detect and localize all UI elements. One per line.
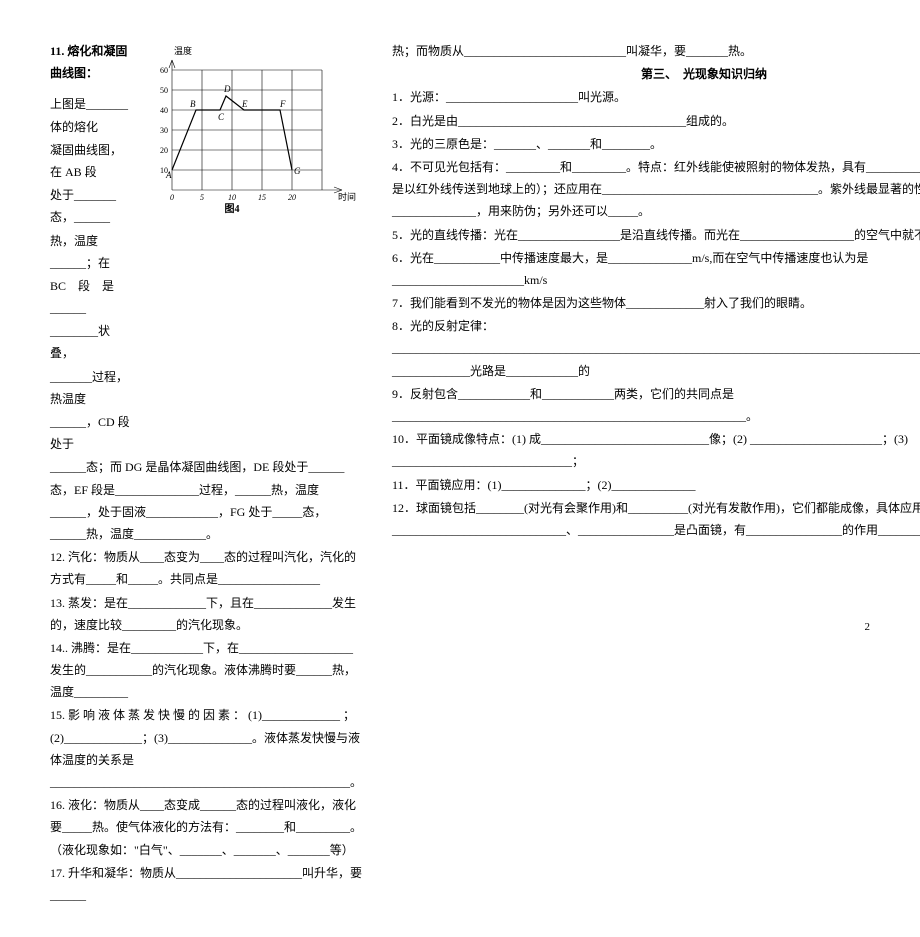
q11-d: 热，温度______；在 <box>50 234 110 270</box>
r10: 10．平面镜成像特点：(1) 成________________________… <box>392 432 908 468</box>
svg-text:30: 30 <box>160 126 168 135</box>
svg-text:10: 10 <box>228 193 236 202</box>
q13: 13. 蒸发：是在_____________下，且在_____________发… <box>50 596 356 632</box>
svg-text:A: A <box>165 170 172 180</box>
svg-text:E: E <box>241 99 248 109</box>
r7: 7．我们能看到不发光的物体是因为这些物体_____________射入了我们的眼… <box>392 296 812 310</box>
q16: 16. 液化：物质从____态变成______态的过程叫液化，液化要_____热… <box>50 798 362 856</box>
r8: 8．光的反射定律：_______________________________… <box>392 319 920 377</box>
svg-text:温度: 温度 <box>174 45 192 56</box>
svg-text:60: 60 <box>160 66 168 75</box>
q11-g: _______过程， 热温度 <box>50 370 134 406</box>
r11: 11．平面镜应用：(1)______________；(2)__________… <box>392 478 696 492</box>
r9: 9．反射包含____________和____________两类，它们的共同点… <box>392 387 758 423</box>
q11-a: 上图是_______体的熔化 <box>50 97 128 133</box>
svg-text:40: 40 <box>160 106 168 115</box>
q11-f: ________状叠， <box>50 324 110 360</box>
q11-title: 11. 熔化和凝固曲线图： <box>50 44 127 80</box>
q14: 14.. 沸腾：是在____________下，在_______________… <box>50 641 356 699</box>
r3: 3．光的三原色是：_______、_______和________。 <box>392 137 662 151</box>
svg-text:20: 20 <box>160 146 168 155</box>
r12: 12．球面镜包括________(对光有会聚作用)和__________(对光有… <box>392 501 920 537</box>
svg-text:F: F <box>279 99 286 109</box>
svg-text:5: 5 <box>200 193 204 202</box>
q11-h: ______，CD 段处于 <box>50 415 130 451</box>
q17b: 热；而物质从___________________________叫凝华，要__… <box>392 44 752 58</box>
q12: 12. 汽化：物质从____态变为____态的过程叫汽化，汽化的方式有_____… <box>50 550 356 586</box>
svg-text:G: G <box>294 166 301 176</box>
q17: 17. 升华和凝华：物质从_____________________叫升华，要_… <box>50 866 362 902</box>
svg-text:15: 15 <box>258 193 266 202</box>
chart-melting-freezing: 10 20 30 40 50 60 0 5 10 15 20 <box>142 40 362 215</box>
r6: 6．光在___________中传播速度最大，是______________m/… <box>392 251 868 287</box>
svg-text:C: C <box>218 112 225 122</box>
q15: 15. 影 响 液 体 蒸 发 快 慢 的 因 素 ： (1)_________… <box>50 708 362 789</box>
section3-title: 第三、 光现象知识归纳 <box>641 67 767 81</box>
svg-text:图4: 图4 <box>225 203 240 215</box>
q11-c: 处于_______态，______ <box>50 188 116 224</box>
r5: 5．光的直线传播：光在_________________是沿直线传播。而光在__… <box>392 228 920 242</box>
svg-text:B: B <box>190 99 196 109</box>
r4: 4．不可见光包括有：_________和_________。特点：红外线能使被照… <box>392 160 920 218</box>
q11-b: 凝固曲线图，在 AB 段 <box>50 143 122 179</box>
svg-text:0: 0 <box>170 193 174 202</box>
page-number: 2 <box>865 617 871 637</box>
q11-e: BC 段 是______ <box>50 279 114 315</box>
svg-text:20: 20 <box>288 193 296 202</box>
svg-text:D: D <box>223 84 231 94</box>
svg-text:时间: 时间 <box>338 191 356 202</box>
r2: 2．白光是由__________________________________… <box>392 114 734 128</box>
q11-i: ______态；而 DG 是晶体凝固曲线图，DE 段处于______态，EF 段… <box>50 460 344 541</box>
svg-text:50: 50 <box>160 86 168 95</box>
r1: 1．光源：______________________叫光源。 <box>392 90 626 104</box>
